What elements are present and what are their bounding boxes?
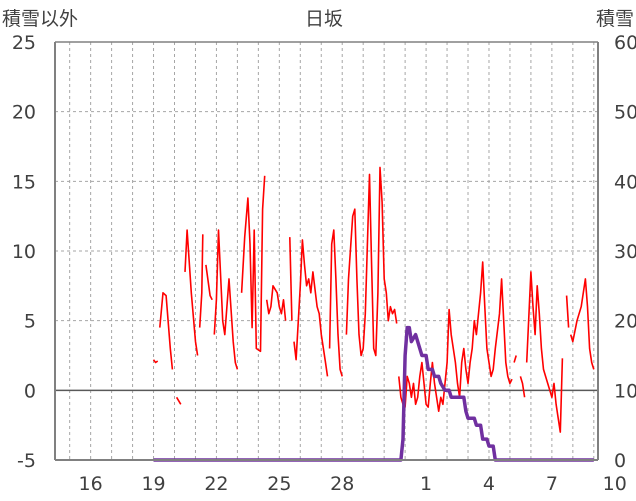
temperature-line-segment (328, 229, 343, 377)
snow-depth-line (153, 325, 594, 462)
x-tick-label: 1 (420, 473, 432, 495)
left-tick-label: -5 (17, 450, 36, 472)
temperature-line-segment (213, 229, 239, 370)
temperature-line-segment (205, 264, 213, 301)
right-tick-label: 30 (614, 241, 636, 263)
right-tick-label: 10 (614, 380, 636, 402)
left-tick-label: 20 (12, 102, 36, 124)
x-tick-label: 22 (204, 473, 228, 495)
temperature-line-segment (152, 359, 159, 364)
temperature-line-segment (565, 295, 570, 328)
temperature-line-segment (525, 271, 564, 433)
left-axis-label: 積雪以外 (2, 8, 78, 30)
series-snow-depth (153, 325, 594, 462)
x-tick-label: 4 (483, 473, 495, 495)
left-tick-label: 15 (12, 171, 36, 193)
left-tick-label: 25 (12, 32, 36, 54)
temperature-line-segment (513, 355, 517, 363)
temperature-line-segment (289, 237, 293, 321)
x-tick-label: 19 (141, 473, 165, 495)
temperature-line-segment (175, 396, 182, 405)
temperature-line-segment (293, 239, 329, 377)
x-tick-label: 28 (330, 473, 354, 495)
right-tick-label: 20 (614, 311, 636, 333)
left-tick-label: 10 (12, 241, 36, 263)
left-tick-label: 0 (24, 380, 36, 402)
right-tick-label: 60 (614, 32, 636, 54)
x-tick-label: 25 (267, 473, 291, 495)
right-tick-label: 0 (614, 450, 626, 472)
left-tick-label: 5 (24, 311, 36, 333)
right-tick-label: 50 (614, 102, 636, 124)
temperature-line-segment (198, 234, 204, 328)
temperature-line-segment (569, 278, 595, 370)
x-tick-label: 7 (546, 473, 558, 495)
right-tick-label: 40 (614, 171, 636, 193)
temperature-line-segment (345, 166, 398, 357)
temperature-line-segment (184, 229, 199, 356)
chart-title: 日坂 (305, 8, 343, 30)
grid (55, 42, 598, 460)
temperature-line-segment (240, 175, 266, 353)
temperature-line-segment (519, 376, 526, 398)
plot-frame (54, 41, 599, 461)
series-temperature (152, 166, 595, 433)
x-tick-label: 16 (79, 473, 103, 495)
right-axis-label: 積雪 (596, 8, 634, 30)
temperature-line-segment (398, 261, 513, 412)
temperature-line-segment (265, 285, 287, 321)
temperature-line-segment (159, 292, 174, 370)
x-tick-label: 10 (603, 473, 627, 495)
